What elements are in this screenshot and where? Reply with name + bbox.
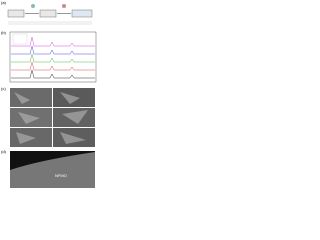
curve [11,61,95,71]
legend-box [12,33,28,45]
tem-particle [10,152,95,188]
box [71,9,93,18]
tem-label: NFMO [55,173,67,178]
icon [31,4,35,8]
panel-label: (b) [1,30,7,35]
tem-image: NFMO [10,151,95,188]
curve [11,53,95,63]
panel-label: (c) [1,86,6,91]
panel-label: (d) [1,149,7,154]
particles [14,92,88,144]
box [39,9,57,18]
curve [11,45,95,55]
caption-bar [8,21,92,25]
sem-image [10,88,52,107]
curve [11,36,95,47]
icon [62,4,66,8]
curve [11,69,95,79]
box [7,9,25,18]
page: (a) (b) (c) NFMO (d) (() => { const data… [0,0,100,189]
plot-frame [9,31,97,83]
figure: (a) (b) (c) NFMO (d) [1,0,97,188]
panel-label: (a) [1,0,7,5]
schematic [7,4,93,25]
sem-grid [10,88,95,147]
xrd-plot [9,31,97,83]
